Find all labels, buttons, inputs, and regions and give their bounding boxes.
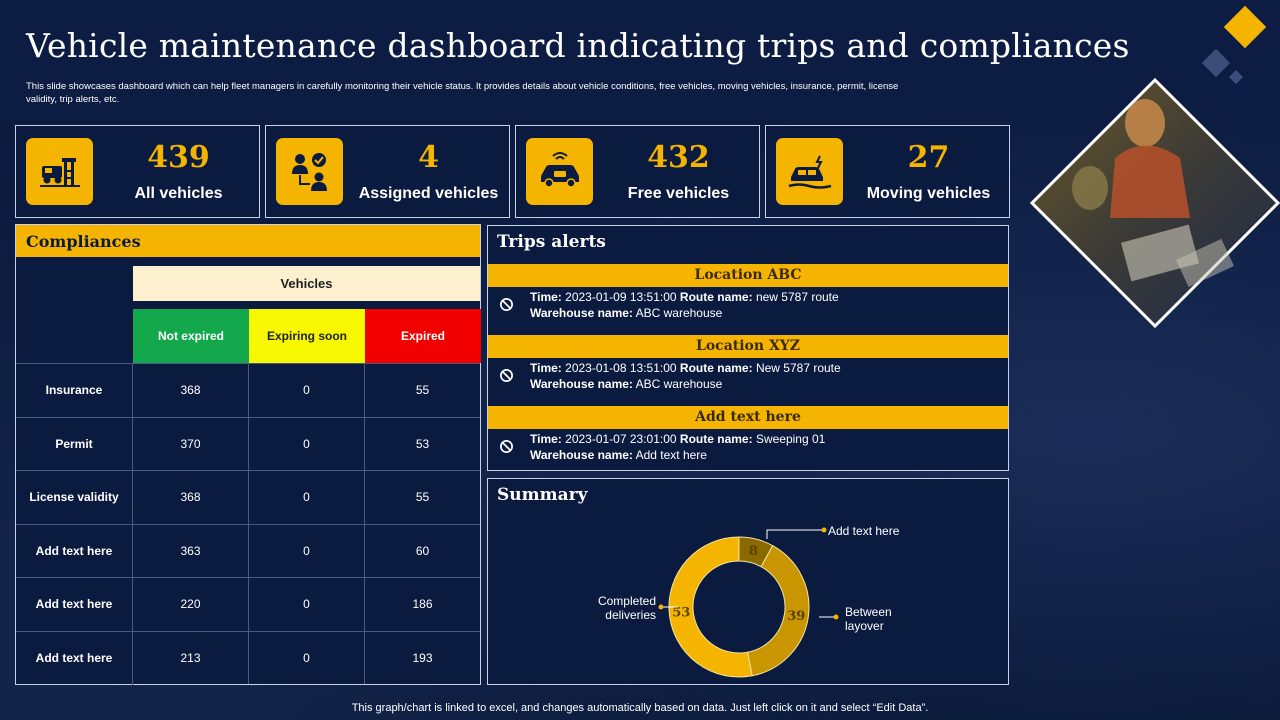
label-completed-2: deliveries — [605, 608, 656, 622]
cell-not-expired: 220 — [132, 578, 248, 631]
assigned-users-icon — [276, 138, 343, 205]
table-row: Add text here 213 0 193 — [16, 630, 480, 684]
cell-expired: 60 — [364, 524, 480, 577]
connected-car-icon — [526, 138, 593, 205]
cell-expiring-soon: 0 — [248, 578, 364, 631]
stat-card-all-vehicles: 439 All vehicles — [15, 125, 260, 218]
alert-time-route: Time: 2023-01-08 13:51:00 Route name: Ne… — [530, 361, 841, 375]
leader-dot — [833, 614, 839, 620]
cell-expiring-soon: 0 — [248, 524, 364, 577]
cell-expired: 193 — [364, 631, 480, 684]
cell-expired: 186 — [364, 578, 480, 631]
summary-title: Summary — [497, 485, 588, 505]
cell-not-expired: 368 — [132, 364, 248, 417]
prohibited-icon — [500, 298, 513, 311]
alert-time-route: Time: 2023-01-09 13:51:00 Route name: ne… — [530, 290, 839, 304]
team-photo-image — [1030, 78, 1280, 328]
cell-expired: 55 — [364, 364, 480, 417]
cell-expiring-soon: 0 — [248, 471, 364, 524]
column-header-expired: Expired — [365, 309, 481, 363]
label-add-text: Add text here — [828, 524, 900, 538]
stat-value: 27 — [907, 140, 950, 175]
leader-line — [766, 529, 824, 539]
alert-warehouse: Warehouse name: ABC warehouse — [530, 377, 723, 391]
trips-alerts-panel: Trips alerts Location ABC Time: 2023-01-… — [487, 225, 1009, 471]
column-header-not-expired: Not expired — [133, 309, 249, 363]
row-label: Add text here — [35, 543, 113, 558]
stat-card-assigned-vehicles: 4 Assigned vehicles — [265, 125, 510, 218]
donut-slice — [668, 536, 753, 678]
table-row: License validity 368 0 55 — [16, 470, 480, 524]
row-label: Insurance — [45, 383, 103, 398]
row-label: License validity — [29, 490, 119, 505]
tow-truck-icon — [26, 138, 93, 205]
trip-alert-item: Time: 2023-01-09 13:51:00 Route name: ne… — [488, 287, 1008, 331]
stat-label: Free vehicles — [627, 185, 730, 202]
cell-expired: 55 — [364, 471, 480, 524]
label-between-1: Between — [845, 605, 892, 619]
vehicles-group-header: Vehicles — [133, 266, 480, 301]
stat-value: 4 — [418, 140, 439, 175]
location-header: Location XYZ — [488, 335, 1008, 358]
trips-title: Trips alerts — [497, 232, 606, 252]
stat-value: 432 — [647, 140, 710, 175]
leader-dot — [658, 604, 664, 610]
table-row: Add text here 220 0 186 — [16, 577, 480, 631]
stat-value: 439 — [147, 140, 210, 175]
cell-expired: 53 — [364, 417, 480, 470]
column-header-expiring-soon: Expiring soon — [249, 309, 365, 363]
label-between-2: layover — [845, 619, 884, 633]
stat-card-moving-vehicles: 27 Moving vehicles — [765, 125, 1010, 218]
donut-value-label: 39 — [787, 609, 805, 624]
location-header: Add text here — [488, 406, 1008, 429]
donut-slice — [747, 544, 810, 677]
cell-expiring-soon: 0 — [248, 364, 364, 417]
cell-not-expired: 368 — [132, 471, 248, 524]
cell-not-expired: 370 — [132, 417, 248, 470]
cell-not-expired: 213 — [132, 631, 248, 684]
prohibited-icon — [500, 369, 513, 382]
alert-time-route: Time: 2023-01-07 23:01:00 Route name: Sw… — [530, 432, 826, 446]
donut-value-label: 8 — [749, 544, 758, 559]
alert-warehouse: Warehouse name: Add text here — [530, 448, 707, 462]
compliances-title: Compliances — [16, 225, 480, 257]
stat-label: Moving vehicles — [866, 185, 991, 202]
cell-expiring-soon: 0 — [248, 631, 364, 684]
trip-alert-item: Time: 2023-01-07 23:01:00 Route name: Sw… — [488, 429, 1008, 473]
compliances-panel: Compliances Vehicles Not expired Expirin… — [15, 224, 481, 685]
stat-label: All vehicles — [134, 185, 223, 202]
row-label: Add text here — [35, 650, 113, 665]
location-header: Location ABC — [488, 264, 1008, 287]
moving-car-icon — [776, 138, 843, 205]
stat-label: Assigned vehicles — [358, 185, 499, 202]
page-subtitle: This slide showcases dashboard which can… — [26, 81, 899, 105]
alert-warehouse: Warehouse name: ABC warehouse — [530, 306, 723, 320]
table-row: Add text here 363 0 60 — [16, 523, 480, 577]
row-label: Add text here — [35, 597, 113, 612]
footer-note: This graph/chart is linked to excel, and… — [351, 702, 929, 714]
table-row: Permit 370 0 53 — [16, 416, 480, 470]
cell-expiring-soon: 0 — [248, 417, 364, 470]
leader-dot — [821, 527, 827, 533]
prohibited-icon — [500, 440, 513, 453]
summary-panel: Summary 8 39 53 Add text here Between layo… — [487, 478, 1009, 685]
cell-not-expired: 363 — [132, 524, 248, 577]
row-label: Permit — [55, 436, 93, 451]
summary-donut-chart: 8 39 53 Add text here Between layover Comp… — [598, 524, 900, 678]
donut-value-label: 53 — [672, 605, 690, 620]
trip-alert-item: Time: 2023-01-08 13:51:00 Route name: Ne… — [488, 358, 1008, 402]
table-row: Insurance 368 0 55 — [16, 363, 480, 417]
label-completed-1: Completed — [598, 594, 656, 608]
stat-card-free-vehicles: 432 Free vehicles — [515, 125, 760, 218]
page-title: Vehicle maintenance dashboard indicating… — [26, 26, 1130, 65]
